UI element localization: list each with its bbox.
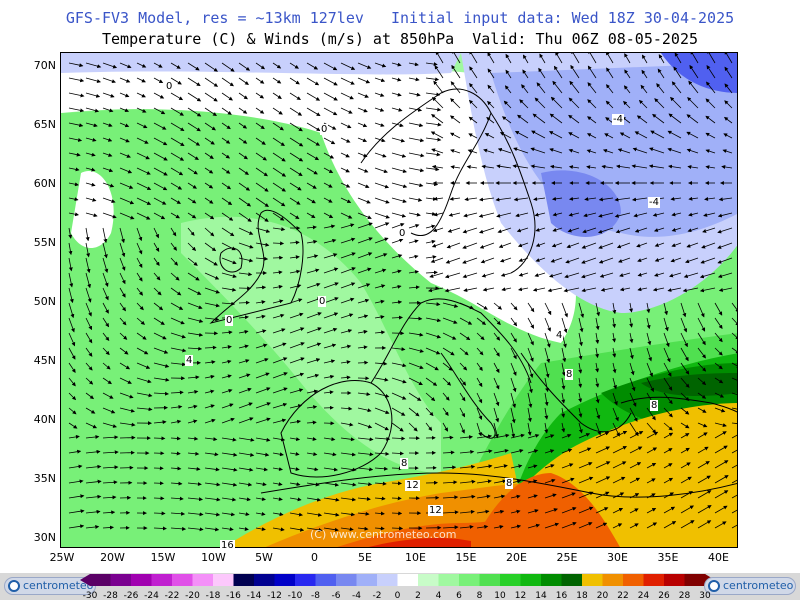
lat-label: 55N xyxy=(20,236,56,249)
colorbar-swatch xyxy=(152,574,173,586)
temperature-field xyxy=(61,53,738,548)
colorbar-swatch xyxy=(521,574,542,586)
wind-arrow xyxy=(154,438,165,439)
contour-label: 8 xyxy=(650,400,658,411)
colorbar-swatch xyxy=(377,574,398,586)
lat-label: 60N xyxy=(20,177,56,190)
colorbar-swatch xyxy=(172,574,193,586)
contour-label: 0 xyxy=(318,296,326,307)
lon-label: 30E xyxy=(598,551,638,564)
logo-right: centrometeo xyxy=(704,577,796,595)
colorbar-swatch xyxy=(685,574,706,586)
colorbar-swatch xyxy=(254,574,275,586)
lat-label: 45N xyxy=(20,354,56,367)
colorbar-swatch xyxy=(439,574,460,586)
header-variable-valid-time: Temperature (C) & Winds (m/s) at 850hPa … xyxy=(0,30,800,48)
contour-label: 8 xyxy=(505,478,513,489)
colorbar-swatch xyxy=(541,574,562,586)
contour-label: 4 xyxy=(185,355,193,366)
colorbar-swatch xyxy=(459,574,480,586)
contour-label: 0 xyxy=(225,315,233,326)
wind-arrow xyxy=(154,513,165,514)
lon-label: 15W xyxy=(143,551,183,564)
colorbar-swatch xyxy=(562,574,583,586)
contour-label: 12 xyxy=(405,480,420,491)
lon-label: 25E xyxy=(547,551,587,564)
contour-label: 12 xyxy=(428,505,443,516)
lat-label: 70N xyxy=(20,59,56,72)
lat-label: 50N xyxy=(20,295,56,308)
lat-label: 35N xyxy=(20,472,56,485)
lat-label: 30N xyxy=(20,531,56,544)
lon-label: 35E xyxy=(648,551,688,564)
colorbar-swatch xyxy=(275,574,296,586)
lon-label: 0 xyxy=(295,551,335,564)
colorbar-swatch xyxy=(131,574,152,586)
lon-label: 5W xyxy=(244,551,284,564)
watermark: (C) www.centrometeo.com xyxy=(310,528,456,541)
weather-map xyxy=(60,52,738,548)
wind-arrow xyxy=(392,498,401,499)
colorbar-swatch xyxy=(480,574,501,586)
contour-label: -4 xyxy=(612,114,624,125)
temperature-colorbar xyxy=(80,574,720,588)
colorbar-swatch xyxy=(316,574,337,586)
colorbar-swatch xyxy=(623,574,644,586)
colorbar-swatch xyxy=(213,574,234,586)
lon-label: 10E xyxy=(396,551,436,564)
colorbar-swatch xyxy=(398,574,419,586)
colorbar-swatch xyxy=(193,574,214,586)
contour-label: 0 xyxy=(320,124,328,135)
colorbar-swatch xyxy=(418,574,439,586)
colorbar-swatch xyxy=(111,574,132,586)
wind-arrow xyxy=(273,243,283,244)
lon-label: 20E xyxy=(497,551,537,564)
colorbar-swatch xyxy=(644,574,665,586)
colorbar-swatch xyxy=(582,574,603,586)
wind-arrow xyxy=(154,498,164,499)
contour-label: -4 xyxy=(648,197,660,208)
lat-label: 65N xyxy=(20,118,56,131)
colorbar-swatch xyxy=(603,574,624,586)
wind-arrow xyxy=(239,303,249,304)
wind-arrow xyxy=(392,483,401,484)
lat-label: 40N xyxy=(20,413,56,426)
lon-label: 10W xyxy=(194,551,234,564)
colorbar-low-arrow-icon xyxy=(80,574,90,586)
contour-label: 16 xyxy=(220,540,235,551)
contour-label: 0 xyxy=(398,228,406,239)
lon-label: 15E xyxy=(446,551,486,564)
header-model-info: GFS-FV3 Model, res = ~13km 127lev Initia… xyxy=(0,9,800,27)
contour-label: 0 xyxy=(165,81,173,92)
wind-arrow xyxy=(358,363,368,364)
colorbar-swatch xyxy=(500,574,521,586)
lon-label: 25W xyxy=(42,551,82,564)
colorbar-swatch xyxy=(357,574,378,586)
lon-label: 40E xyxy=(699,551,739,564)
contour-label: 8 xyxy=(400,458,408,469)
lon-label: 5E xyxy=(345,551,385,564)
logo-ring-icon xyxy=(8,580,20,592)
colorbar-swatch xyxy=(336,574,357,586)
colorbar-swatch xyxy=(234,574,255,586)
lon-label: 20W xyxy=(93,551,133,564)
colorbar-swatch xyxy=(664,574,685,586)
colorbar-swatch xyxy=(90,574,111,586)
contour-label: 4 xyxy=(555,330,563,341)
contour-label: 8 xyxy=(565,369,573,380)
colorbar-swatch xyxy=(295,574,316,586)
logo-right-text: centrometeo xyxy=(723,579,793,592)
wind-arrow xyxy=(392,513,401,514)
